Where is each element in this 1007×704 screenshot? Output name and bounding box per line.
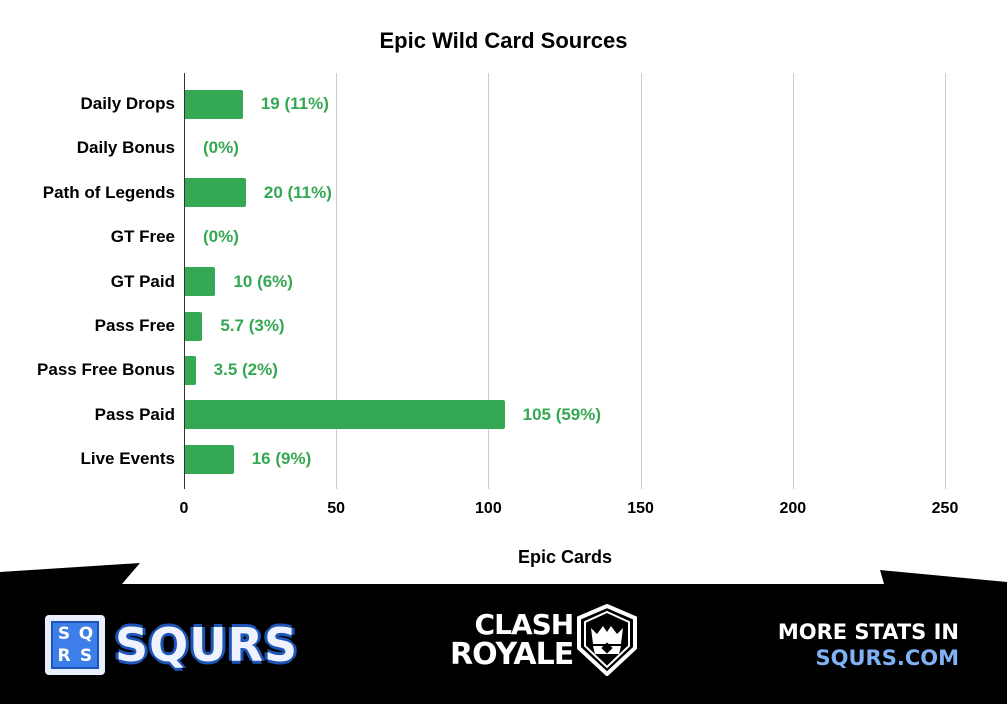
squrs-url: SQURS.COM bbox=[815, 646, 959, 670]
category-label: GT Paid bbox=[110, 271, 175, 291]
bar[interactable] bbox=[185, 267, 216, 297]
gridline bbox=[945, 73, 946, 489]
x-axis-label: Epic Cards bbox=[517, 547, 613, 567]
gridline bbox=[488, 73, 490, 489]
gridline bbox=[792, 73, 794, 489]
gridline bbox=[640, 73, 642, 489]
category-label: Pass Free bbox=[94, 316, 175, 335]
more-stats-text: MORE STATS IN bbox=[777, 620, 959, 644]
squrs-icon: S Q R S bbox=[45, 615, 105, 675]
category-label: Daily Drops bbox=[80, 94, 175, 113]
x-tick-label: 250 bbox=[931, 500, 959, 517]
logo-letter: S bbox=[79, 646, 93, 666]
category-label: Live Events bbox=[80, 449, 176, 469]
bar[interactable] bbox=[185, 89, 243, 119]
squrs-wordmark: SQURS bbox=[115, 618, 299, 672]
category-label: Pass Free Bonus bbox=[37, 360, 175, 380]
bar[interactable] bbox=[185, 400, 505, 430]
chart-title: Epic Wild Card Sources bbox=[379, 28, 628, 53]
x-tick-label: 0 bbox=[179, 500, 189, 517]
data-label: 20 (11%) bbox=[263, 182, 332, 202]
bar[interactable] bbox=[185, 178, 246, 208]
logo-letter: S bbox=[57, 624, 71, 644]
x-tick-label: 100 bbox=[475, 500, 502, 517]
data-label: 19 (11%) bbox=[260, 94, 329, 113]
data-label: 5.7 (3%) bbox=[220, 316, 285, 335]
data-label: (0%) bbox=[203, 138, 239, 158]
data-label: 10 (6%) bbox=[233, 271, 293, 291]
logo-letter: R bbox=[57, 646, 71, 666]
clash-royale-logo: CLASH ROYALE bbox=[450, 604, 639, 676]
clash-royale-line2: ROYALE bbox=[450, 637, 574, 672]
category-label: Path of Legends bbox=[42, 182, 175, 202]
bar[interactable] bbox=[185, 444, 234, 474]
squrs-logo[interactable]: S Q R S SQURS bbox=[45, 615, 298, 675]
bar[interactable] bbox=[185, 355, 196, 385]
category-label: Pass Paid bbox=[94, 404, 175, 424]
y-axis-line bbox=[184, 73, 185, 489]
footer-banner bbox=[0, 563, 1007, 704]
data-label: 16 (9%) bbox=[251, 449, 312, 469]
plot-area bbox=[184, 73, 954, 489]
x-tick-label: 150 bbox=[627, 500, 654, 517]
crown-shield-icon bbox=[577, 604, 638, 676]
bar[interactable] bbox=[185, 311, 203, 341]
category-label: Daily Bonus bbox=[76, 138, 175, 158]
data-label: 105 (59%) bbox=[522, 404, 602, 424]
x-tick-label: 50 bbox=[327, 500, 346, 517]
category-label: GT Free bbox=[110, 227, 175, 247]
x-tick-label: 200 bbox=[779, 500, 807, 517]
data-label: 3.5 (2%) bbox=[213, 360, 278, 380]
data-label: (0%) bbox=[203, 227, 239, 247]
logo-letter: Q bbox=[78, 624, 94, 644]
more-stats-link[interactable]: MORE STATS IN SQURS.COM bbox=[778, 619, 959, 671]
clash-royale-line1: CLASH bbox=[474, 608, 575, 641]
gridline bbox=[336, 73, 338, 489]
